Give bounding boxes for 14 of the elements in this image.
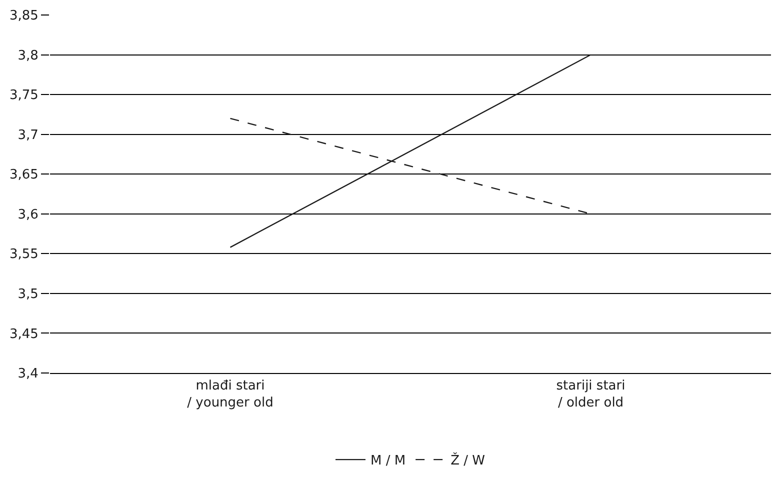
y-tick-label: 3,45	[9, 326, 38, 342]
y-tick-label: 3,4	[18, 366, 38, 382]
y-tick-label: 3,6	[18, 207, 38, 222]
y-tick-label: 3,8	[18, 48, 38, 64]
legend-label: Ž / W	[450, 452, 486, 469]
y-tick-label: 3,55	[9, 247, 38, 262]
y-tick-label: 3,5	[18, 286, 38, 302]
x-tick-label: mlađi stari / younger old	[187, 378, 274, 410]
y-tick-label: 3,7	[18, 128, 38, 143]
y-tick-label: 3,65	[9, 168, 38, 183]
legend-label: M / M	[370, 454, 406, 469]
y-tick-label: 3,75	[9, 88, 38, 104]
y-tick-label: 3,85	[9, 8, 38, 24]
x-tick-label: stariji stari / older old	[556, 378, 626, 410]
